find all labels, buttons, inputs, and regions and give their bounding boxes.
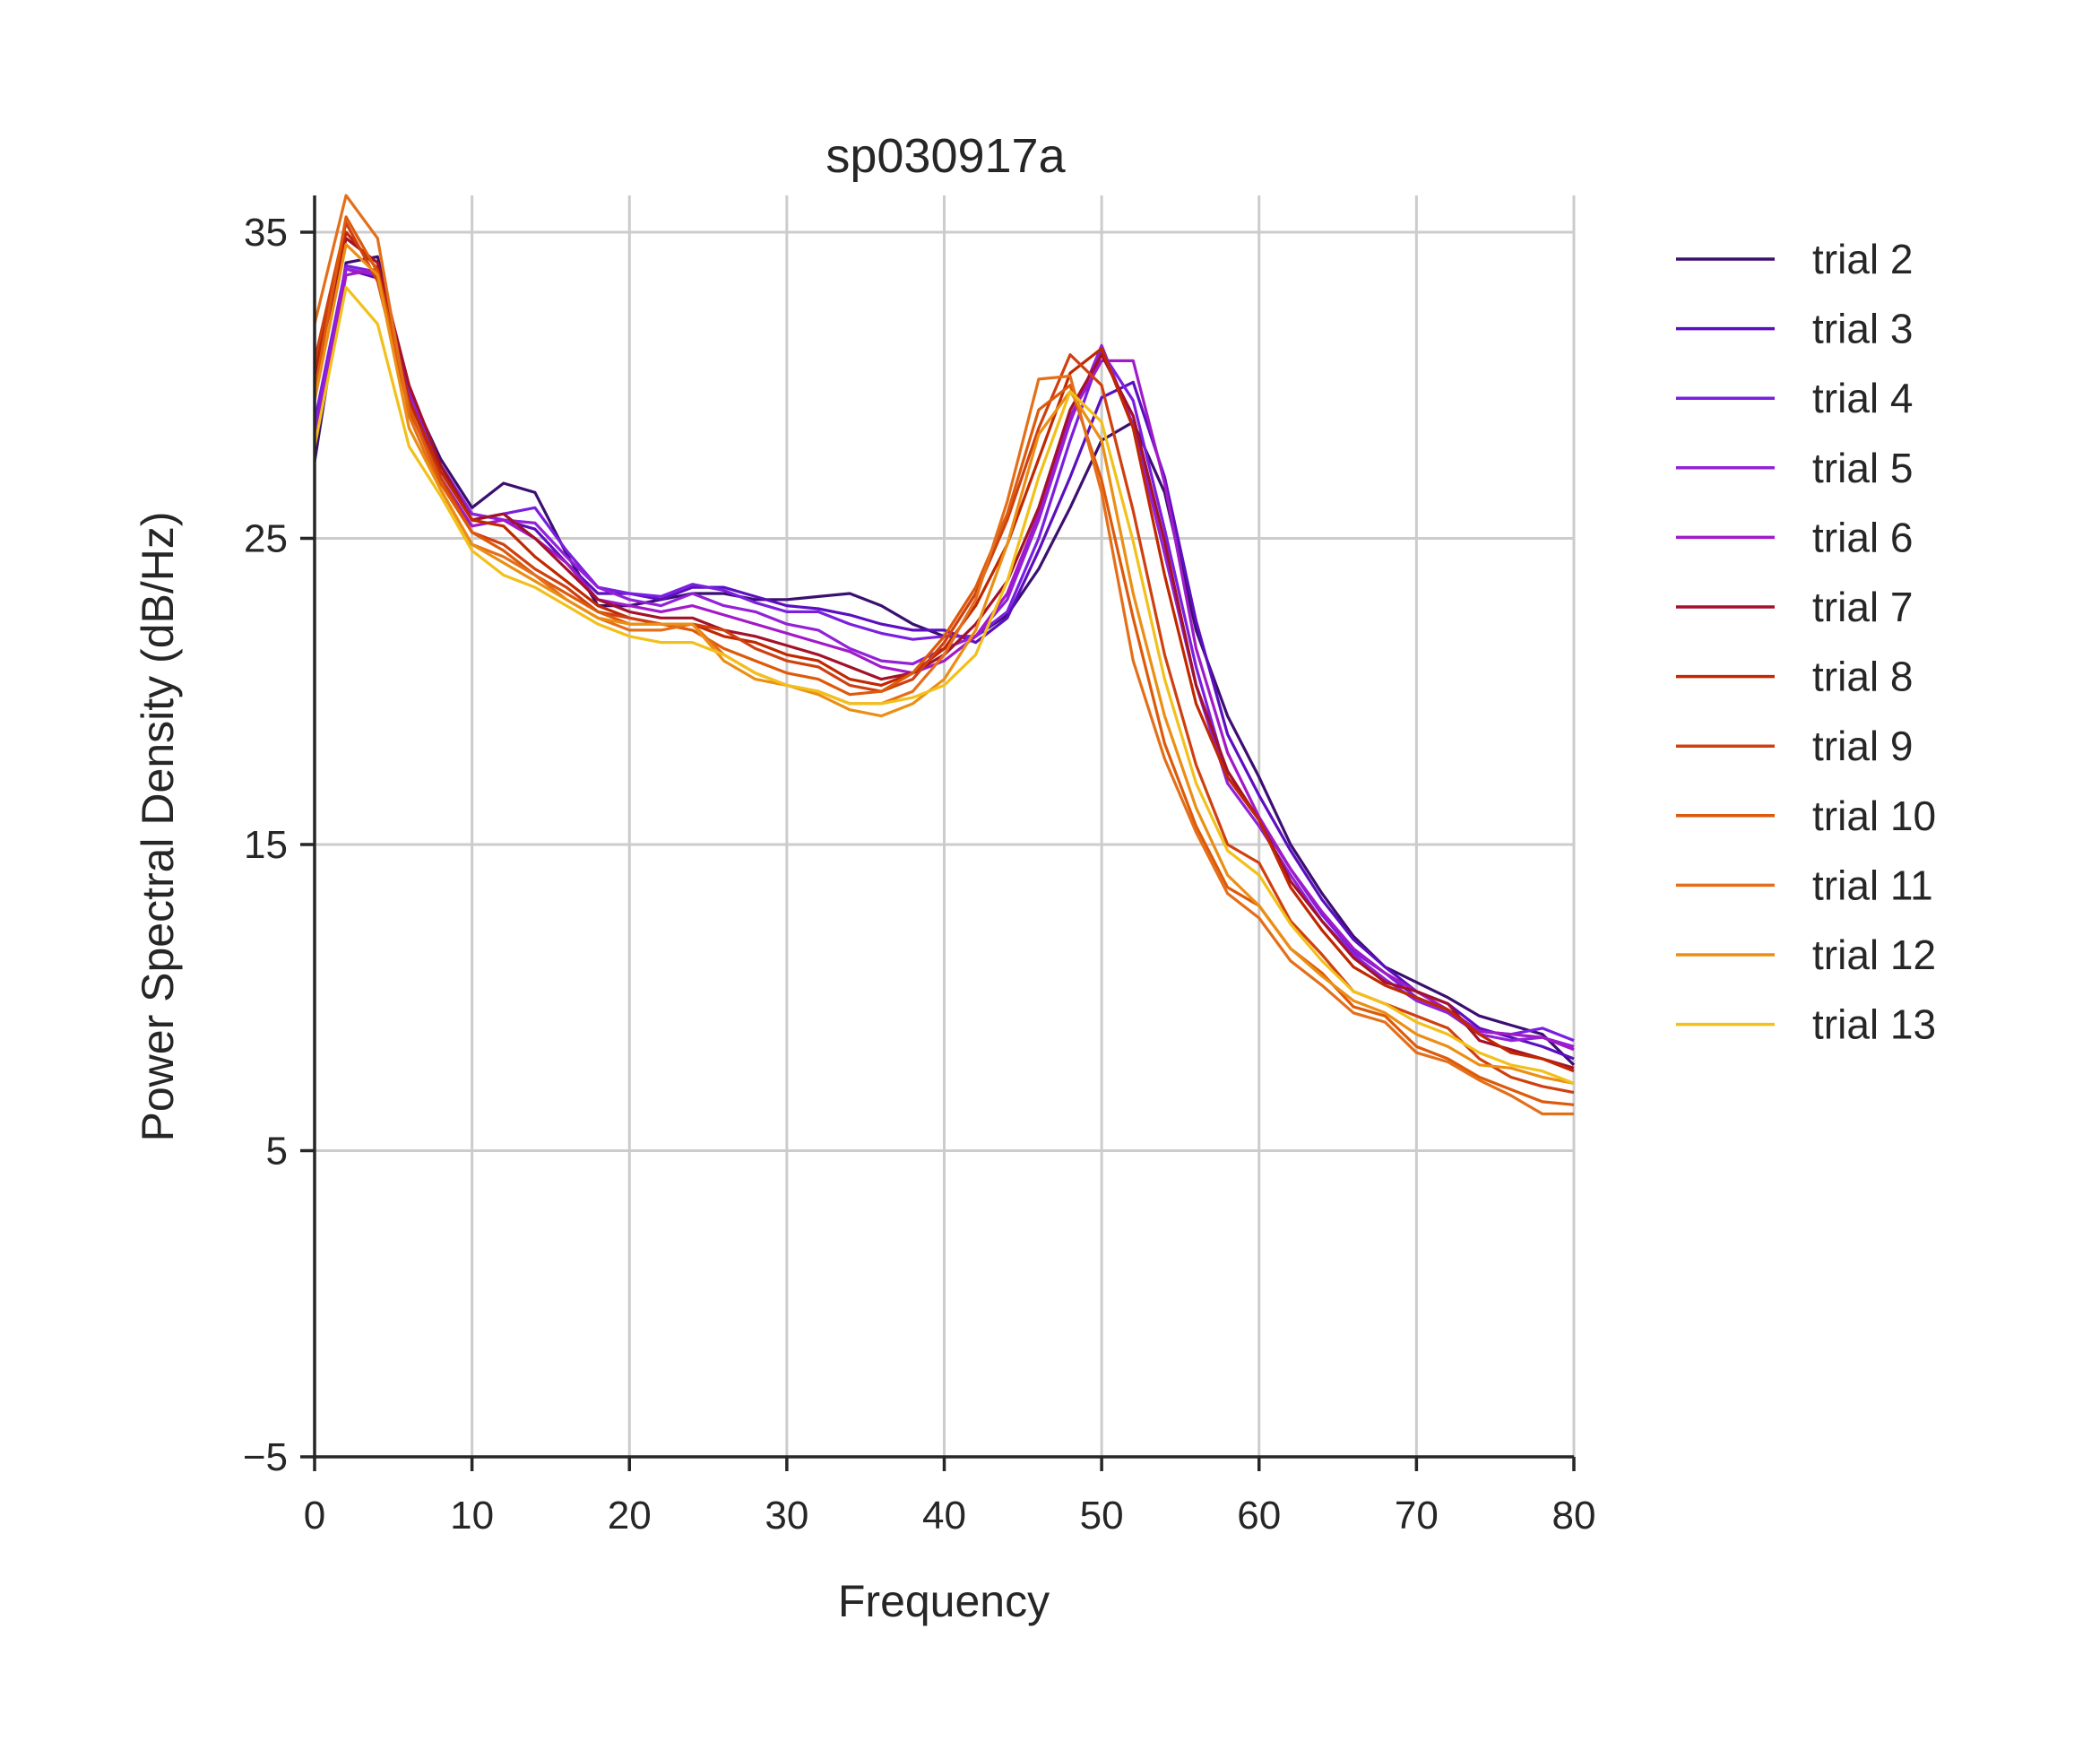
legend-label: trial 10: [1812, 793, 1936, 839]
y-tick-label: 15: [244, 823, 288, 867]
x-axis-label: Frequency: [838, 1576, 1050, 1626]
x-tick-label: 70: [1395, 1494, 1439, 1538]
legend-label: trial 13: [1812, 1001, 1936, 1048]
series-line-trial-3: [313, 267, 1575, 1061]
legend-label: trial 6: [1812, 514, 1913, 560]
x-tick-label: 50: [1080, 1494, 1124, 1538]
legend-label: trial 2: [1812, 236, 1913, 282]
series-line-trial-11: [313, 194, 1574, 1116]
grid: [315, 195, 1576, 1457]
y-ticks: −5 5 15 25 35: [243, 211, 315, 1479]
y-tick-label: 5: [266, 1129, 288, 1173]
series-lines: [313, 194, 1576, 1116]
legend-label: trial 12: [1812, 931, 1936, 978]
x-tick-label: 30: [765, 1494, 808, 1538]
legend-label: trial 9: [1812, 723, 1913, 769]
y-tick-label: 35: [244, 211, 288, 255]
legend-label: trial 5: [1812, 445, 1913, 491]
series-line-trial-13: [313, 285, 1575, 1085]
x-tick-label: 0: [304, 1494, 325, 1538]
x-tick-label: 80: [1552, 1494, 1596, 1538]
chart-title: sp030917a: [825, 129, 1066, 183]
legend-label: trial 7: [1812, 584, 1913, 630]
x-tick-label: 20: [608, 1494, 652, 1538]
x-tick-label: 10: [450, 1494, 494, 1538]
series-line-trial-6: [313, 267, 1575, 1052]
y-tick-label: −5: [243, 1435, 288, 1479]
legend-label: trial 3: [1812, 306, 1913, 352]
x-ticks: 0 10 20 30 40 50 60 70 80: [304, 1457, 1596, 1538]
legend-label: trial 11: [1812, 862, 1933, 908]
legend: trial 2 trial 3 trial 4 trial 5 trial 6 trial…: [1676, 236, 1936, 1048]
series-line-trial-12: [313, 243, 1575, 1085]
x-tick-label: 40: [922, 1494, 966, 1538]
series-line-trial-8: [313, 230, 1575, 1073]
legend-label: trial 4: [1812, 375, 1913, 421]
series-line-trial-10: [313, 215, 1575, 1106]
legend-label: trial 8: [1812, 654, 1913, 700]
x-tick-label: 60: [1237, 1494, 1281, 1538]
y-axis-label: Power Spectral Density (dB/Hz): [133, 511, 183, 1141]
y-tick-label: 25: [244, 516, 288, 560]
